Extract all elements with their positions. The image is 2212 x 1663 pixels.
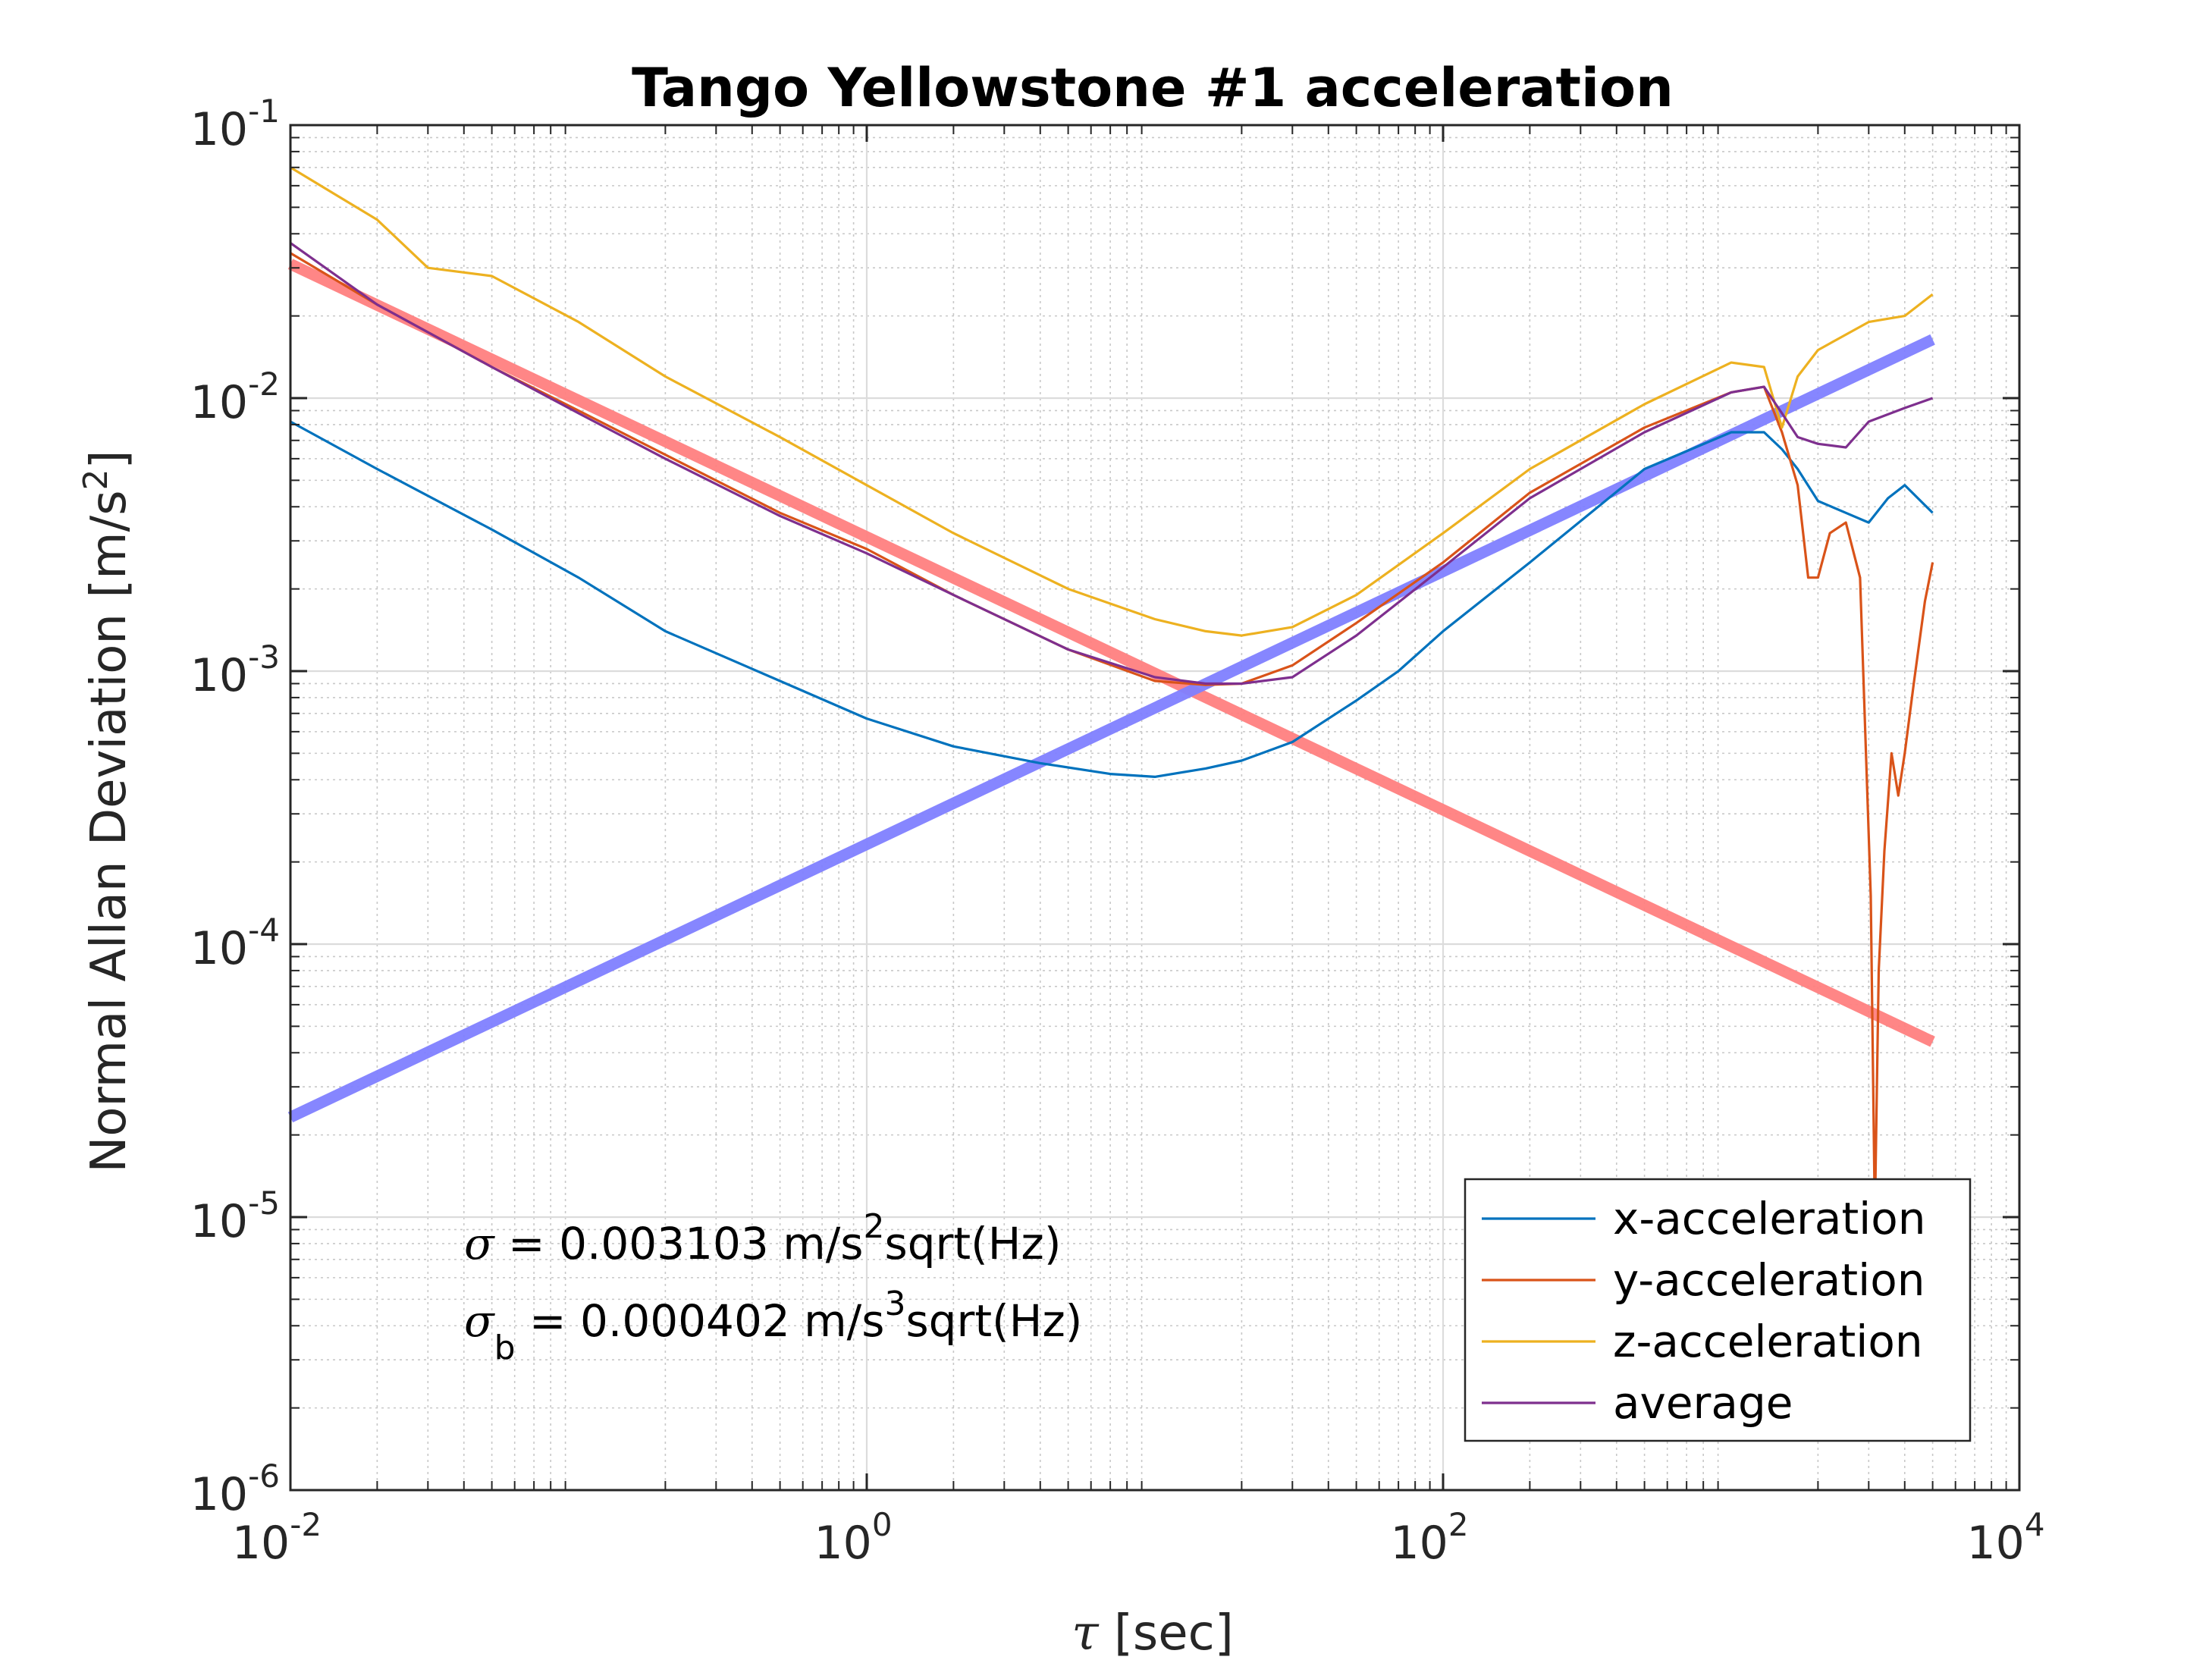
x-tick-label: 104 [1966,1506,2044,1570]
y-tick-label: 10-4 [190,912,280,975]
annotations: σ = 0.003103 m/s2sqrt(Hz) σb = 0.000402 m… [464,1207,1082,1367]
series-line-sigma-fit [287,259,1935,1047]
y-tick-label: 10-2 [190,366,280,429]
x-axis-label: τ [sec] [1071,1605,1234,1659]
legend-label-x-acceleration: x-acceleration [1613,1193,1926,1244]
series-line-sigma-b-fit [287,334,1935,1123]
series-line-x-acceleration [290,420,1934,779]
x-tick-label: 10-2 [232,1506,322,1570]
legend-label-y-acceleration: y-acceleration [1613,1254,1925,1306]
y-axis-label-exp: 2 [77,469,115,490]
y-tick-label: 10-1 [190,93,280,156]
annotation-sigma: σ = 0.003103 m/s2sqrt(Hz) [464,1207,1061,1269]
y-axis-label-text: Normal Allan Deviation [m/s [81,490,137,1172]
x-axis-label-symbol: τ [1071,1605,1100,1659]
legend-label-average: average [1613,1377,1793,1429]
chart-title: Tango Yellowstone #1 acceleration [632,57,1674,119]
x-axis-label-text: [sec] [1099,1605,1234,1659]
legend-label-z-acceleration: z-acceleration [1613,1316,1923,1367]
series-line-average [290,242,1934,686]
y-axis-label-end: ] [81,450,137,469]
y-axis-label: Normal Allan Deviation [m/s2] [77,450,137,1172]
series-line-z-acceleration [290,166,1934,637]
x-tick-label: 102 [1390,1506,1468,1570]
y-tick-label: 10-6 [190,1457,280,1521]
y-tick-label: 10-3 [190,639,280,702]
y-tick-label: 10-5 [190,1184,280,1248]
legend: x-acceleration y-acceleration z-accelerati… [1464,1178,1972,1442]
annotation-sigma-b: σb = 0.000402 m/s3sqrt(Hz) [464,1285,1082,1367]
axes-frame [289,124,2021,1492]
x-tick-label: 100 [814,1506,892,1570]
legend-box [1464,1178,1972,1442]
